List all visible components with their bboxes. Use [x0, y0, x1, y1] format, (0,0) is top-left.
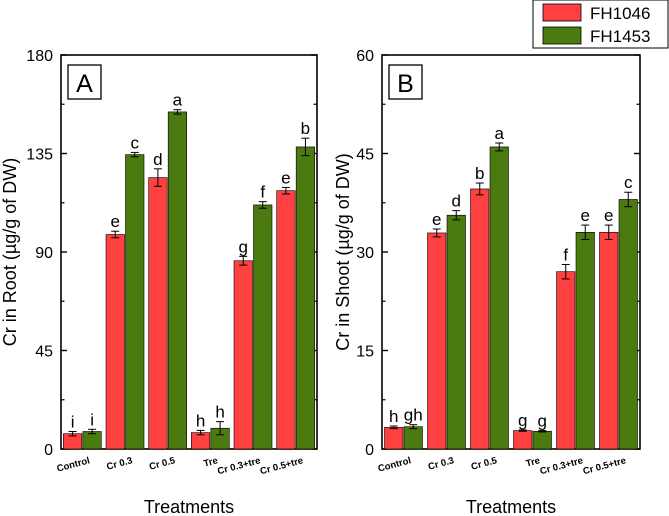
- legend: FH1046 FH1453: [532, 0, 669, 49]
- significance-letter: e: [111, 212, 120, 231]
- significance-letter: g: [239, 237, 248, 256]
- significance-letter: e: [604, 206, 613, 225]
- y-axis-title: Cr in Root (µg/g of DW): [0, 158, 20, 346]
- bar-fh1046: [384, 427, 404, 450]
- y-tick-label: 0: [365, 442, 374, 459]
- significance-letter: c: [131, 133, 140, 152]
- y-tick-label: 45: [356, 147, 374, 164]
- significance-letter: h: [196, 411, 205, 430]
- y-tick-label: 180: [26, 48, 53, 65]
- y-tick-label: 135: [26, 147, 53, 164]
- bar-fh1046: [233, 260, 253, 450]
- significance-letter: e: [432, 210, 441, 229]
- significance-letter: d: [452, 192, 461, 211]
- x-category-label: Cr 0.3+tre: [216, 455, 261, 477]
- bar-fh1453: [295, 146, 315, 450]
- panel-label-box: [67, 64, 102, 100]
- y-axis-title: Cr in Shoot (µg/g of DW): [333, 153, 353, 350]
- panel-a-root-chart: 0 45 90 135 180 Ai i Control e c Cr 0.3 d a Cr 0.5 h h T…: [0, 48, 318, 516]
- bar-fh1453: [532, 430, 552, 450]
- significance-letter: c: [624, 173, 633, 192]
- significance-letter: e: [281, 168, 290, 187]
- significance-letter: i: [71, 412, 75, 431]
- bar-fh1453: [167, 111, 187, 450]
- bar-fh1046: [427, 232, 447, 450]
- significance-letter: a: [173, 91, 183, 110]
- significance-letter: d: [153, 150, 162, 169]
- x-category-label: Control: [56, 455, 91, 474]
- x-category-label: Cr 0.5+tre: [259, 455, 304, 477]
- significance-letter: g: [518, 411, 527, 430]
- significance-letter: f: [260, 183, 265, 202]
- significance-letter: h: [215, 403, 224, 422]
- y-tick-label: 30: [356, 245, 374, 262]
- x-category-label: Control: [377, 455, 412, 474]
- bar-fh1046: [470, 188, 490, 450]
- significance-letter: i: [90, 410, 94, 429]
- x-axis-title: Treatments: [466, 497, 556, 516]
- x-axis-title: Treatments: [144, 497, 234, 516]
- bar-fh1046: [556, 271, 576, 450]
- significance-letter: e: [581, 206, 590, 225]
- y-tick-label: 0: [44, 442, 53, 459]
- bar-fh1046: [276, 190, 296, 450]
- bar-fh1453: [125, 154, 145, 450]
- legend-label-fh1046: FH1046: [590, 4, 650, 23]
- significance-letter: gh: [404, 406, 423, 425]
- x-category-label: Cr 0.5: [148, 455, 177, 473]
- bar-fh1453: [446, 214, 466, 450]
- significance-letter: b: [475, 164, 484, 183]
- bar-fh1046: [148, 177, 168, 450]
- significance-letter: a: [495, 124, 505, 143]
- bar-fh1453: [403, 426, 423, 450]
- legend-swatch-fh1453: [542, 26, 582, 45]
- bar-fh1046: [599, 232, 619, 450]
- bar-fh1453: [618, 199, 638, 450]
- significance-letter: g: [538, 412, 547, 431]
- bar-fh1046: [513, 430, 533, 450]
- panel-label: A: [76, 70, 93, 98]
- x-category-label: Cr 0.5: [470, 455, 499, 473]
- x-category-label: Cr 0.3: [105, 455, 133, 472]
- y-tick-label: 60: [356, 48, 374, 65]
- bar-fh1453: [489, 146, 509, 450]
- y-tick-label: 90: [35, 245, 53, 262]
- legend-label-fh1453: FH1453: [590, 27, 650, 46]
- y-tick-label: 15: [356, 344, 374, 361]
- bar-fh1453: [575, 232, 595, 450]
- significance-letter: f: [563, 245, 568, 264]
- x-category-label: Tre: [202, 455, 219, 469]
- bar-fh1046: [105, 234, 125, 450]
- x-category-label: Tre: [525, 455, 542, 469]
- y-tick-label: 45: [35, 344, 53, 361]
- legend-swatch-fh1046: [542, 3, 582, 22]
- panel-label: B: [397, 70, 414, 98]
- bar-fh1453: [253, 204, 273, 450]
- panel-label-box: [388, 64, 423, 100]
- significance-letter: h: [389, 407, 398, 426]
- x-category-label: Cr 0.3+tre: [539, 455, 584, 477]
- x-category-label: Cr 0.5+tre: [582, 455, 627, 477]
- significance-letter: b: [301, 119, 310, 138]
- x-category-label: Cr 0.3: [427, 455, 455, 472]
